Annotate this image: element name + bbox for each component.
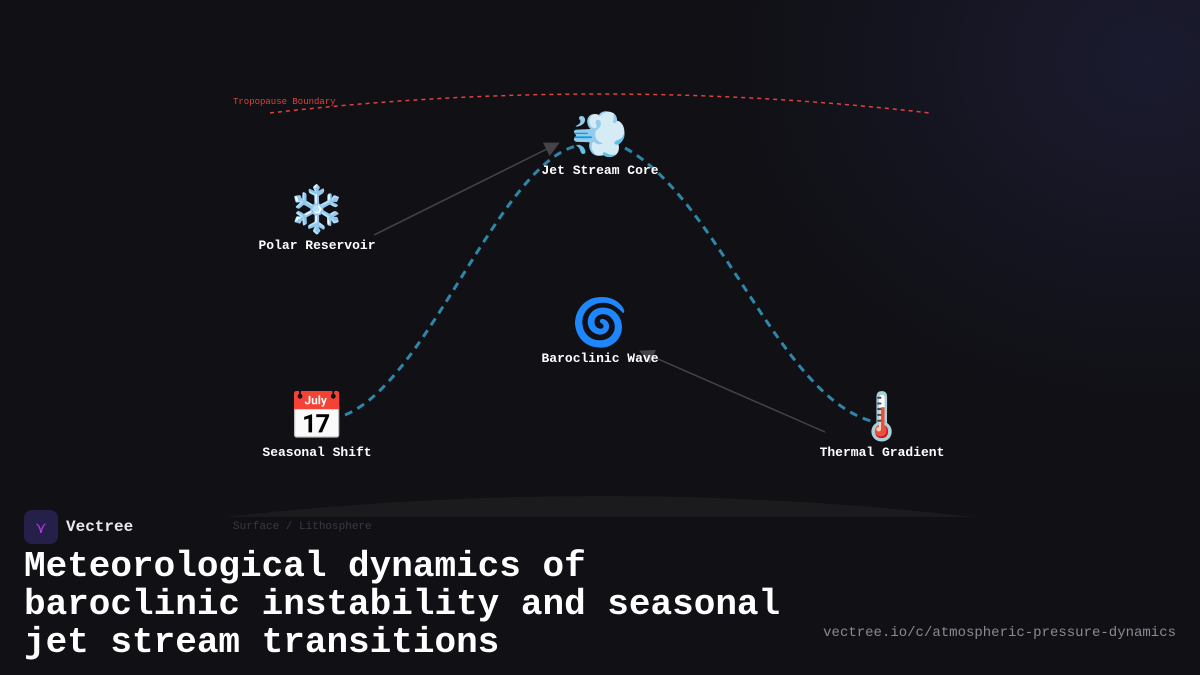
node-label: Thermal Gradient	[819, 445, 945, 460]
source-url[interactable]: vectree.io/c/atmospheric-pressure-dynami…	[823, 625, 1176, 641]
brand-name: Vectree	[66, 518, 134, 536]
brand: ⋎ Vectree	[24, 510, 133, 544]
surface-arc	[225, 496, 975, 517]
cyclone-icon: 🌀	[571, 295, 629, 349]
jet-stream-path	[344, 143, 876, 424]
edge-thermal-to-wave	[639, 349, 826, 433]
node-thermal-gradient[interactable]: 🌡️ Thermal Gradient	[782, 389, 982, 460]
surface-label: Surface / Lithosphere	[233, 521, 372, 533]
tropopause-label: Tropopause Boundary	[233, 97, 336, 107]
node-jet-stream-core[interactable]: 💨 Jet Stream Core	[500, 107, 700, 178]
node-label: Seasonal Shift	[262, 445, 372, 460]
thermometer-icon: 🌡️	[853, 389, 911, 443]
node-seasonal-shift[interactable]: 📅 Seasonal Shift	[217, 389, 417, 460]
snowflake-icon: ❄️	[288, 182, 346, 236]
tropopause-line	[269, 93, 931, 114]
calendar-icon: 📅	[288, 389, 346, 443]
node-baroclinic-wave[interactable]: 🌀 Baroclinic Wave	[500, 295, 700, 366]
node-label: Baroclinic Wave	[541, 351, 659, 366]
edge-polar-to-jet	[373, 142, 560, 236]
vectree-logo: ⋎	[24, 510, 58, 544]
page-title: Meteorological dynamics of baroclinic in…	[24, 546, 781, 663]
wind-icon: 💨	[571, 107, 629, 161]
node-label: Polar Reservoir	[258, 238, 376, 253]
node-polar-reservoir[interactable]: ❄️ Polar Reservoir	[217, 182, 417, 253]
node-label: Jet Stream Core	[541, 163, 659, 178]
